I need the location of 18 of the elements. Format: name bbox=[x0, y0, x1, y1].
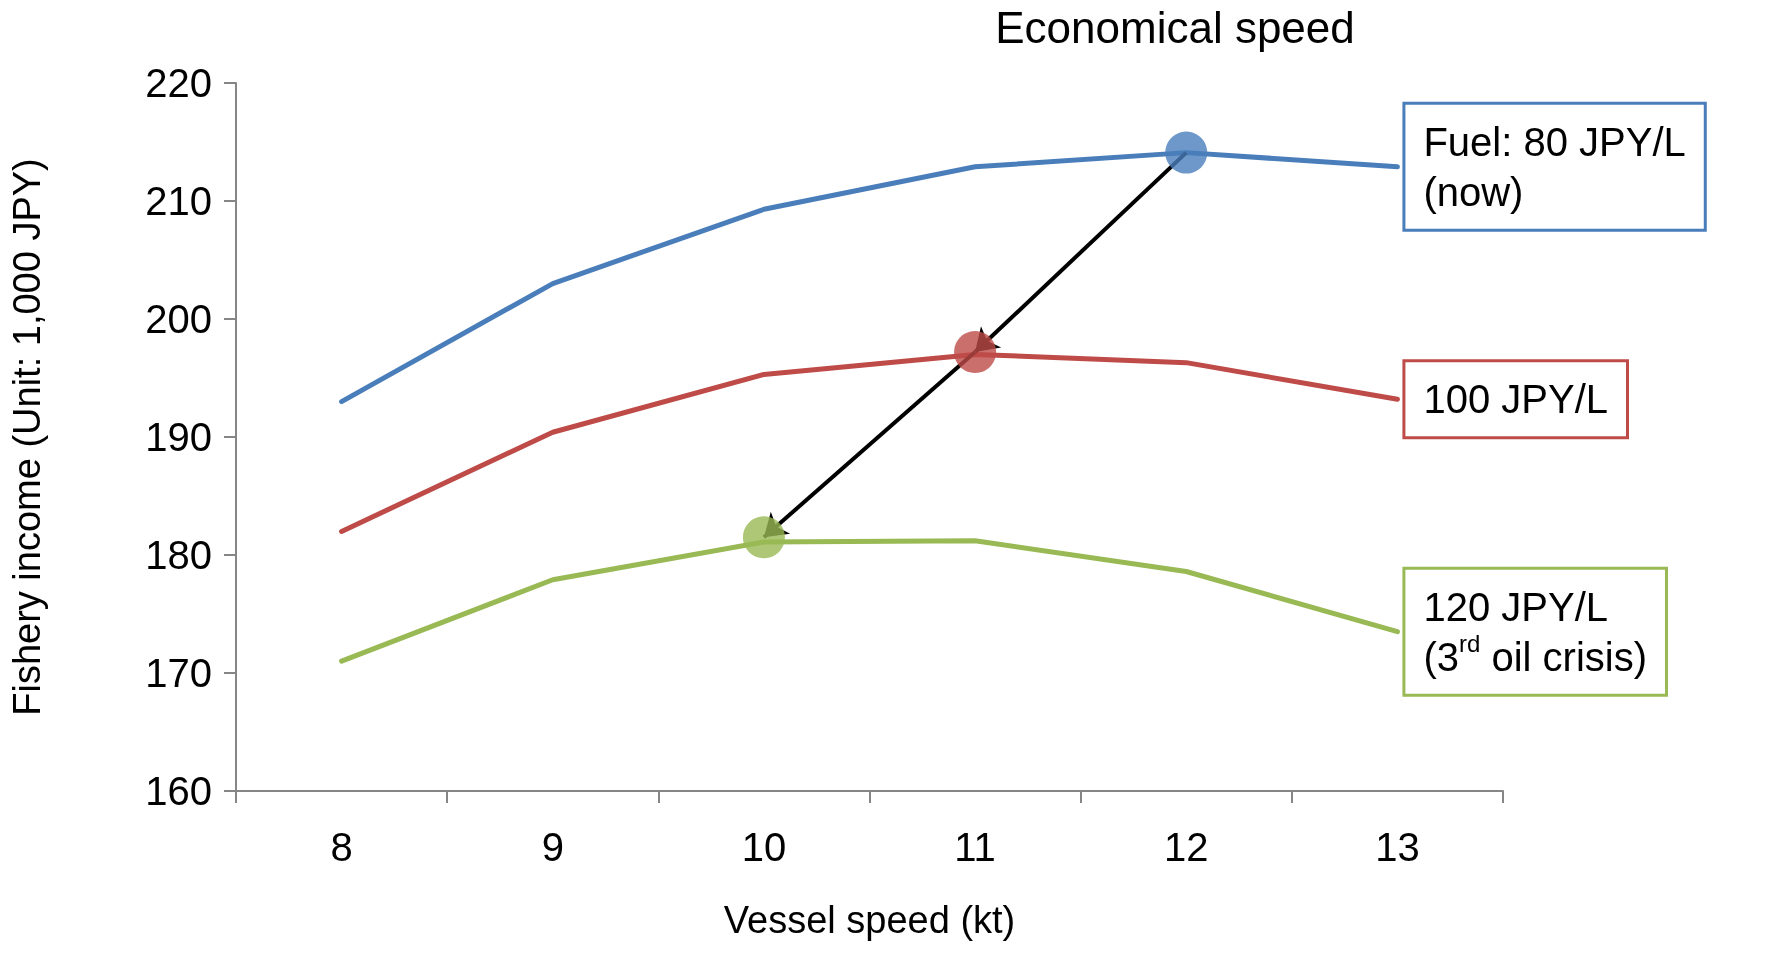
series-label: 100 JPY/L bbox=[1423, 377, 1608, 422]
x-axis-title: Vessel speed (kt) bbox=[723, 899, 1016, 941]
x-tick-label: 10 bbox=[741, 825, 787, 869]
y-tick-label: 180 bbox=[145, 533, 212, 577]
y-tick-label: 190 bbox=[145, 415, 212, 459]
series-label: Fuel: 80 JPY/L (now) bbox=[1423, 119, 1686, 214]
x-tick-label: 12 bbox=[1164, 825, 1209, 869]
x-tick-label: 9 bbox=[541, 825, 564, 869]
y-axis-title: Fishery income (Unit: 1,000 JPY) bbox=[6, 158, 48, 716]
y-tick-label: 210 bbox=[145, 179, 212, 223]
chart-title: Economical speed bbox=[995, 2, 1355, 52]
x-tick-label: 13 bbox=[1375, 825, 1420, 869]
y-tick-label: 170 bbox=[145, 651, 212, 695]
y-tick-label: 220 bbox=[145, 61, 212, 105]
x-tick-label: 11 bbox=[954, 825, 996, 869]
y-tick-label: 160 bbox=[145, 769, 212, 813]
x-tick-label: 8 bbox=[330, 825, 353, 869]
y-tick-label: 200 bbox=[145, 297, 212, 341]
